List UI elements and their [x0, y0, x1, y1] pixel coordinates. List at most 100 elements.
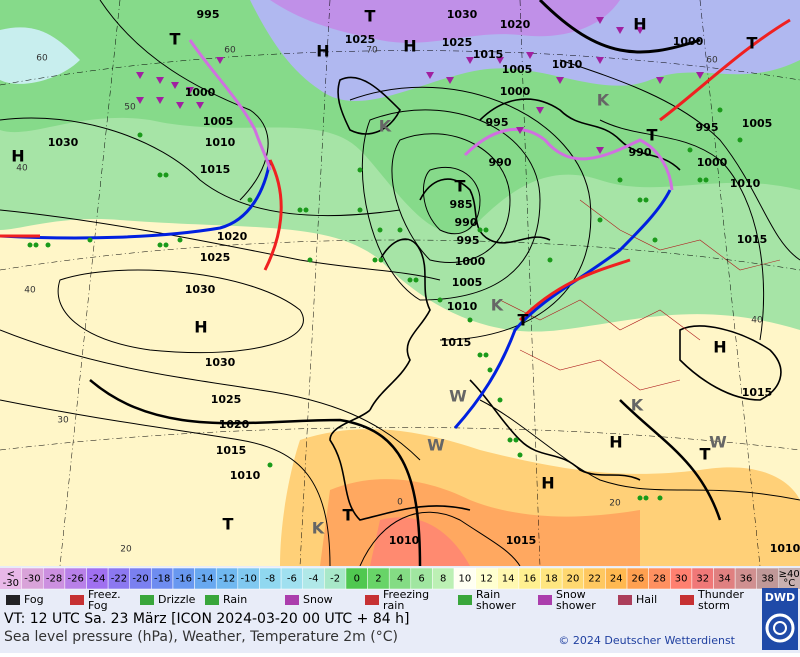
isobar-label: 1030: [205, 356, 236, 369]
snow-shower-symbol: [136, 97, 144, 104]
legend-label: Thunder: [697, 588, 744, 601]
snow-shower-symbol: [656, 77, 664, 84]
isobar-label: 1000: [455, 255, 486, 268]
rain-symbol: [413, 277, 419, 283]
rain-symbol: [637, 197, 643, 203]
snow-shower-symbol: [496, 57, 504, 64]
legend-icon: [6, 595, 20, 605]
rain-symbol: [643, 495, 649, 501]
legend-icon: [285, 595, 299, 605]
pressure-center: K: [491, 296, 504, 315]
temperature-label: 60: [36, 54, 48, 64]
colorbar-label: 30: [675, 574, 688, 585]
legend-icon: [618, 595, 632, 605]
colorbar-label: ≥40: [779, 569, 800, 580]
colorbar-label: -18: [154, 574, 170, 585]
rain-symbol: [407, 277, 413, 283]
snow-shower-symbol: [216, 57, 224, 64]
pressure-center: W: [709, 433, 727, 452]
rain-symbol: [87, 237, 93, 243]
colorbar-label: 6: [418, 574, 424, 585]
isobar-label: 1000: [500, 85, 531, 98]
pressure-center: T: [700, 445, 711, 464]
legend-label: Freez.: [88, 588, 121, 601]
rain-symbol: [467, 317, 473, 323]
colorbar-label: 8: [440, 574, 446, 585]
rain-symbol: [437, 297, 443, 303]
rain-symbol: [477, 227, 483, 233]
colorbar-label: 0: [354, 574, 360, 585]
isobar-label: 1015: [200, 163, 231, 176]
isobar-label: 1015: [216, 444, 247, 457]
weather-legend: Fog Freez.Fog Drizzle Rain Snow FreezingrainR…: [6, 588, 744, 612]
isobar-label: 1010: [230, 469, 261, 482]
temperature-label: 0: [397, 498, 403, 508]
snow-shower-symbol: [596, 57, 604, 64]
legend-label: shower: [476, 599, 516, 612]
isobar-label: 990: [629, 146, 652, 159]
temperature-label: 30: [57, 416, 69, 426]
rain-symbol: [247, 197, 253, 203]
snow-shower-symbol: [616, 27, 624, 34]
isobar-label: 1010: [770, 542, 800, 555]
isobar-label: 1030: [447, 8, 478, 21]
isobar-label: 990: [455, 216, 478, 229]
colorbar-label: 36: [740, 574, 753, 585]
legend-label: Freezing: [383, 588, 429, 601]
isobar-label: 1025: [211, 393, 242, 406]
pressure-center: T: [223, 515, 234, 534]
snow-shower-symbol: [176, 102, 184, 109]
copyright: © 2024 Deutscher Wetterdienst: [558, 634, 735, 647]
colorbar-label: -20: [132, 574, 148, 585]
colorbar-label: 22: [588, 574, 601, 585]
rain-symbol: [157, 172, 163, 178]
rain-symbol: [697, 177, 703, 183]
colorbar-label: 16: [523, 574, 536, 585]
cold-front: [0, 159, 272, 240]
temperature-label: 50: [124, 103, 136, 113]
isobar-label: 1015: [506, 534, 537, 547]
colorbar-label: -14: [197, 574, 213, 585]
snow-shower-symbol: [136, 72, 144, 79]
snow-shower-symbol: [156, 77, 164, 84]
colorbar-label: <: [7, 569, 15, 580]
colorbar-label: -12: [219, 574, 235, 585]
chart-description: Sea level pressure (hPa), Weather, Tempe…: [4, 629, 398, 645]
pressure-center: T: [647, 126, 658, 145]
colorbar-label: 24: [610, 574, 623, 585]
isobar-label: 1025: [200, 251, 231, 264]
pressure-center: T: [518, 311, 529, 330]
pressure-center: T: [365, 7, 376, 26]
colorbar-label: -8: [265, 574, 275, 585]
isobar-label: 990: [489, 156, 512, 169]
rain-symbol: [643, 197, 649, 203]
colorbar-label: -2: [330, 574, 340, 585]
legend-label: Drizzle: [158, 593, 196, 606]
pressure-center: K: [597, 91, 610, 110]
legend-icon: [205, 595, 219, 605]
pressure-center: H: [541, 474, 554, 493]
legend-icon: [538, 595, 552, 605]
rain-symbol: [27, 242, 33, 248]
snow-shower-symbol: [536, 107, 544, 114]
legend-icon: [70, 595, 84, 605]
snow-shower-symbol: [696, 72, 704, 79]
rain-symbol: [617, 177, 623, 183]
colorbar-label: 26: [631, 574, 644, 585]
colorbar-cell: [0, 568, 22, 589]
colorbar-label: -4: [309, 574, 319, 585]
legend-label: Fog: [24, 593, 44, 606]
legend-label: Snow: [303, 593, 333, 606]
rain-symbol: [45, 242, 51, 248]
isobar-label: 995: [197, 8, 220, 21]
pressure-center: T: [343, 506, 354, 525]
cold-front: [453, 189, 672, 429]
rain-symbol: [377, 227, 383, 233]
pressure-center: H: [316, 42, 329, 61]
isobar-label: 995: [486, 116, 509, 129]
pressure-center: H: [633, 15, 646, 34]
rain-symbol: [357, 207, 363, 213]
colorbar-label: 38: [761, 574, 774, 585]
